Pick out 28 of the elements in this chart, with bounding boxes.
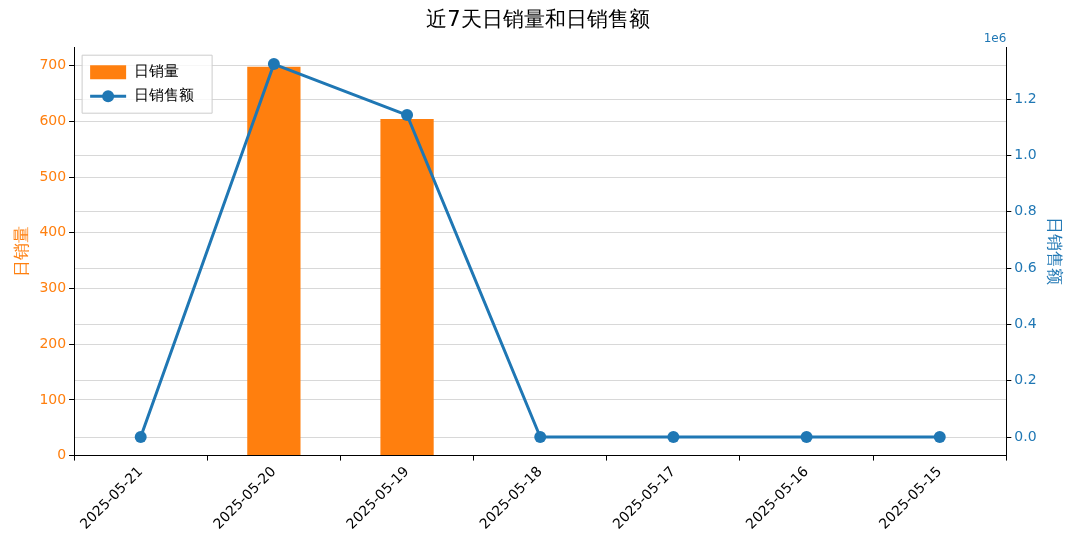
y-tick-label: 0 [57, 446, 67, 463]
y-tick-label: 500 [39, 167, 67, 184]
y-tick-label: 100 [39, 390, 67, 407]
point [401, 109, 414, 122]
y-tick-label: 300 [39, 279, 67, 296]
point [534, 431, 547, 444]
text: 1e6 [983, 31, 1007, 46]
y2-tick-label: 1.2 [1014, 89, 1037, 106]
y2-tick-label: 0.6 [1014, 258, 1037, 275]
y2-axis-title: 日销售额 [1045, 217, 1066, 286]
y-tick-label: 600 [39, 111, 67, 128]
point [800, 431, 813, 444]
y2-tick-label: 0.0 [1014, 427, 1037, 444]
point [667, 431, 680, 444]
y2-tick-label: 1.0 [1014, 146, 1037, 163]
legend-label: 日销量 [134, 62, 180, 81]
y-axis-title: 日销量 [10, 225, 31, 277]
point [267, 58, 280, 71]
chart-title: 近7天日销量和日销售额 [426, 7, 650, 32]
y2-tick-label: 0.4 [1014, 315, 1037, 332]
legend-label: 日销售额 [134, 86, 195, 105]
y-tick-label: 700 [39, 56, 67, 73]
y2-tick-label: 0.2 [1014, 371, 1037, 388]
point [134, 431, 147, 444]
y-tick-label: 200 [39, 334, 67, 351]
point [933, 431, 946, 444]
y2-tick-label: 0.8 [1014, 202, 1037, 219]
y-tick-label: 400 [39, 223, 67, 240]
